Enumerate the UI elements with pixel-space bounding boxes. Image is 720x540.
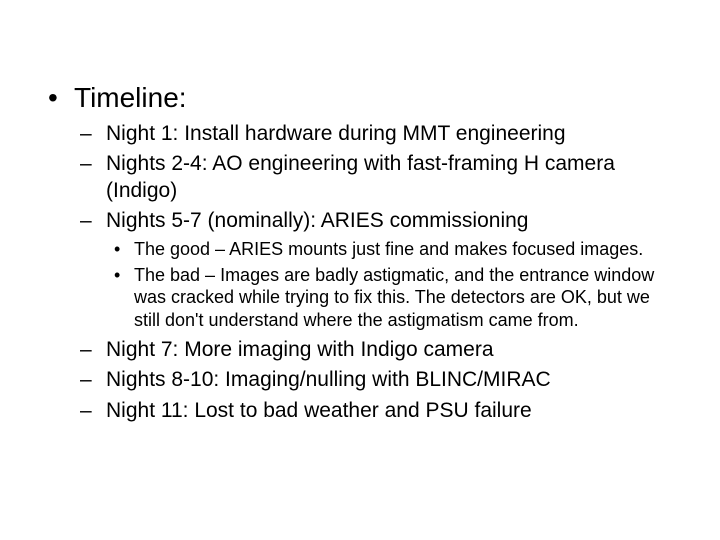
bullet-list-level2: Night 1: Install hardware during MMT eng…	[74, 121, 680, 424]
list-item: Nights 5-7 (nominally): ARIES commission…	[74, 208, 680, 331]
list-item: Nights 2-4: AO engineering with fast-fra…	[74, 151, 680, 204]
list-item: Night 7: More imaging with Indigo camera	[74, 337, 680, 363]
timeline-heading: Timeline:	[74, 82, 187, 113]
list-item-text: Night 11: Lost to bad weather and PSU fa…	[106, 399, 532, 422]
bullet-list-level1: Timeline: Night 1: Install hardware duri…	[40, 80, 680, 424]
list-item: The good – ARIES mounts just fine and ma…	[106, 238, 680, 261]
list-item-text: Night 7: More imaging with Indigo camera	[106, 338, 494, 361]
list-item-text: Nights 2-4: AO engineering with fast-fra…	[106, 152, 615, 201]
list-item: The bad – Images are badly astigmatic, a…	[106, 264, 680, 332]
slide-body: Timeline: Night 1: Install hardware duri…	[0, 0, 720, 540]
list-item: Nights 8-10: Imaging/nulling with BLINC/…	[74, 367, 680, 393]
timeline-heading-item: Timeline: Night 1: Install hardware duri…	[40, 80, 680, 424]
list-item: Night 1: Install hardware during MMT eng…	[74, 121, 680, 147]
list-item-text: Nights 8-10: Imaging/nulling with BLINC/…	[106, 368, 551, 391]
list-item-text: The good – ARIES mounts just fine and ma…	[134, 239, 643, 259]
list-item: Night 11: Lost to bad weather and PSU fa…	[74, 398, 680, 424]
list-item-text: The bad – Images are badly astigmatic, a…	[134, 265, 654, 330]
list-item-text: Night 1: Install hardware during MMT eng…	[106, 122, 566, 145]
list-item-text: Nights 5-7 (nominally): ARIES commission…	[106, 209, 528, 232]
bullet-list-level3: The good – ARIES mounts just fine and ma…	[106, 238, 680, 331]
